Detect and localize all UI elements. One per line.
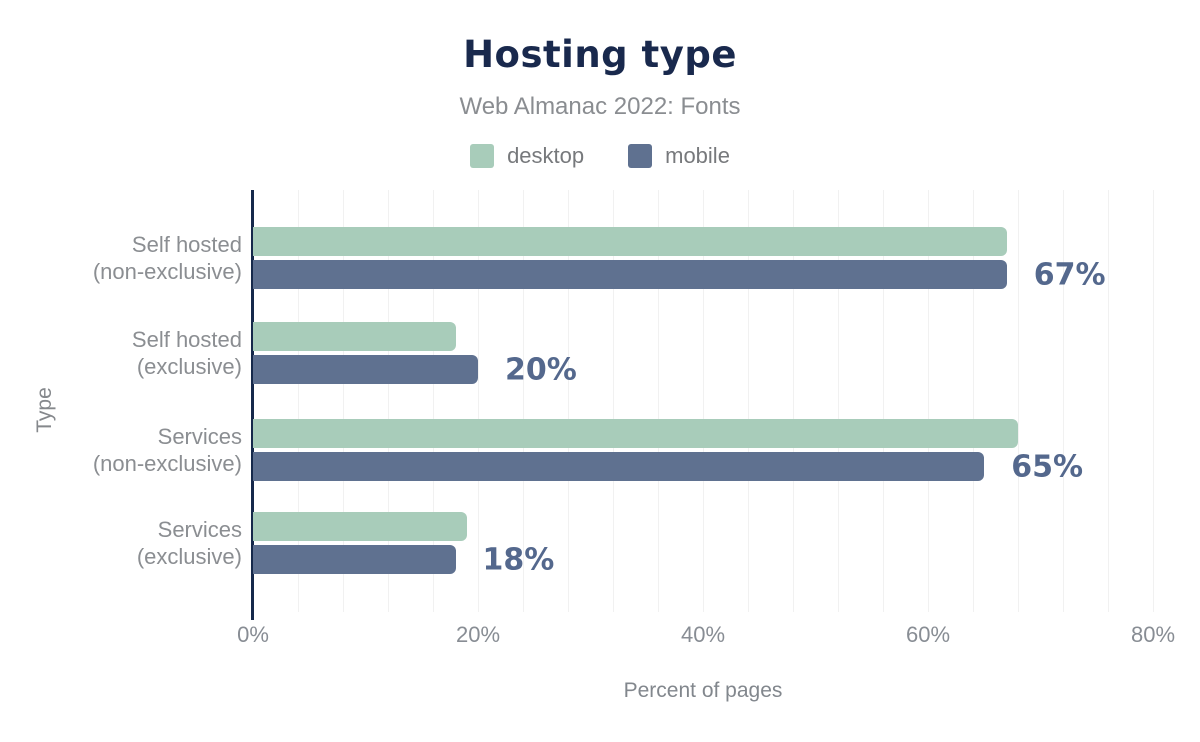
gridline	[478, 190, 479, 612]
gridline	[1063, 190, 1064, 612]
gridline	[883, 190, 884, 612]
legend-label-desktop: desktop	[507, 143, 585, 168]
gridline	[928, 190, 929, 612]
bar-desktop	[253, 322, 456, 351]
mobile-swatch-icon	[628, 144, 653, 168]
gridline	[568, 190, 569, 612]
bar-mobile	[253, 545, 456, 574]
gridline	[523, 190, 524, 612]
x-tick-label: 40%	[680, 622, 726, 647]
x-tick-label: 20%	[455, 622, 501, 647]
legend-item-desktop: desktop	[470, 143, 584, 169]
chart-subtitle: Web Almanac 2022: Fonts	[459, 93, 741, 120]
x-axis-title: Percent of pages	[623, 679, 783, 702]
category-label: Self hosted (exclusive)	[131, 327, 242, 379]
value-label: 20%	[505, 352, 577, 387]
desktop-swatch-icon	[470, 144, 495, 168]
value-label: 65%	[1011, 449, 1084, 484]
gridline	[433, 190, 434, 612]
x-tick-label: 80%	[1130, 622, 1176, 647]
legend-item-mobile: mobile	[628, 143, 730, 169]
gridline	[973, 190, 974, 612]
chart-title: Hosting type	[463, 33, 737, 76]
gridline	[1153, 190, 1154, 612]
gridline	[703, 190, 704, 612]
bar-mobile	[253, 355, 478, 384]
category-label: Services (non-exclusive)	[92, 424, 242, 476]
gridline	[298, 190, 299, 612]
bar-desktop	[253, 227, 1007, 256]
gridline	[1108, 190, 1109, 612]
bar-mobile	[253, 260, 1007, 289]
gridline	[658, 190, 659, 612]
gridline	[793, 190, 794, 612]
gridline	[748, 190, 749, 612]
gridline	[388, 190, 389, 612]
x-tick-label: 60%	[905, 622, 951, 647]
bar-desktop	[253, 419, 1018, 448]
plot-area: Percent of pages Self hosted (non-exclusi…	[93, 190, 1175, 702]
gridline	[1018, 190, 1019, 612]
category-label: Self hosted (non-exclusive)	[92, 232, 242, 284]
gridline	[613, 190, 614, 612]
x-tick-label: 0%	[237, 622, 269, 647]
bar-mobile	[253, 452, 985, 481]
value-label: 18%	[482, 542, 555, 577]
y-axis-line	[251, 190, 254, 620]
gridline	[343, 190, 344, 612]
gridline	[838, 190, 839, 612]
value-label: 67%	[1033, 257, 1106, 292]
category-label: Services (exclusive)	[136, 517, 242, 569]
legend-label-mobile: mobile	[665, 143, 730, 168]
bar-desktop	[253, 512, 467, 541]
legend: desktop mobile	[0, 143, 1200, 169]
